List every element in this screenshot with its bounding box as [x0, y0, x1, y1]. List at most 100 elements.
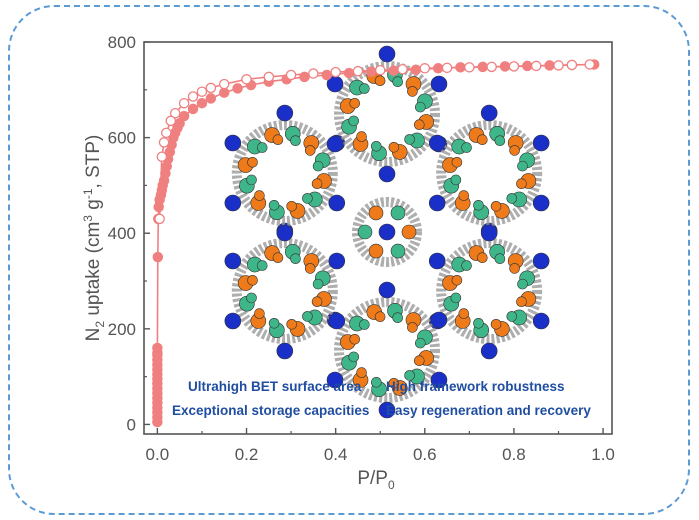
- adsorption-line: [156, 63, 595, 422]
- structure-bead: [430, 75, 448, 93]
- framework-ring: [334, 297, 440, 403]
- structure-bead: [286, 200, 297, 212]
- structure-bead: [311, 296, 323, 307]
- structure-bead: [272, 252, 284, 264]
- structure-bead: [254, 308, 265, 319]
- adsorption-point: [477, 61, 488, 73]
- y-axis-title: N2 uptake (cm3 g-1, STP): [81, 135, 107, 342]
- structure-bead: [461, 260, 472, 271]
- structure-bead: [516, 296, 527, 307]
- structure-bead: [428, 134, 446, 152]
- structure-bead: [247, 275, 258, 286]
- framework-ring: [334, 61, 440, 167]
- adsorption-point: [205, 93, 217, 104]
- structure-bead: [477, 252, 488, 264]
- structure-bead: [428, 194, 446, 212]
- desorption-point: [205, 82, 217, 94]
- desorption-point: [486, 61, 497, 73]
- structure-bead: [532, 252, 550, 270]
- x-tick-label: 0.2: [235, 445, 259, 464]
- adsorption-point: [432, 63, 444, 74]
- structure-bead: [276, 224, 294, 242]
- desorption-point: [156, 151, 168, 162]
- adsorption-point: [499, 61, 511, 72]
- mof-crystal-structure-icon: [224, 45, 550, 419]
- desorption-point: [285, 69, 297, 81]
- y-tick-label: 200: [108, 320, 136, 339]
- x-axis-title: P/P0: [357, 468, 395, 492]
- axis-ticks: [144, 41, 604, 434]
- framework-ring: [231, 120, 338, 226]
- structure-bead: [326, 135, 344, 153]
- adsorption-point: [455, 62, 466, 73]
- structure-bead: [302, 193, 313, 204]
- desorption-point: [530, 60, 542, 72]
- structure-bead: [413, 119, 425, 130]
- structure-bead: [312, 160, 324, 172]
- structure-bead: [276, 342, 294, 360]
- structure-bead: [368, 205, 384, 221]
- adsorption-point: [196, 97, 208, 109]
- structure-bead: [378, 223, 396, 241]
- desorption-point: [165, 115, 176, 127]
- adsorption-point: [321, 69, 332, 81]
- series-lines: [156, 63, 595, 422]
- adsorption-point: [299, 71, 310, 83]
- structure-bead: [348, 115, 360, 127]
- structure-bead: [374, 75, 386, 87]
- structure-bead: [378, 45, 396, 63]
- structure-bead: [374, 311, 386, 323]
- structure-bead: [509, 145, 520, 156]
- structure-bead: [328, 194, 346, 212]
- adsorption-point: [544, 60, 555, 71]
- desorption-point: [218, 78, 230, 90]
- structure-bead: [407, 322, 418, 333]
- adsorption-point: [410, 64, 422, 75]
- adsorption-point: [152, 251, 164, 263]
- desorption-point: [553, 60, 564, 71]
- structure-bead: [388, 377, 400, 389]
- structure-bead: [290, 253, 301, 265]
- structure-bead: [517, 160, 528, 172]
- structure-bead: [404, 134, 415, 145]
- structure-bead: [357, 224, 373, 240]
- framework-ring: [436, 120, 543, 226]
- structure-bead: [430, 371, 448, 389]
- structure-bead: [349, 98, 361, 109]
- structure-bead: [494, 253, 506, 265]
- structure-bead: [224, 252, 242, 270]
- structure-bead: [490, 318, 502, 330]
- desorption-point: [464, 62, 475, 73]
- structure-bead: [368, 243, 384, 259]
- x-tick-label: 1.0: [591, 445, 615, 464]
- x-tick-label: 0.8: [502, 445, 526, 464]
- adsorption-point: [187, 103, 199, 115]
- adsorption-point: [152, 342, 163, 354]
- structure-bead: [256, 142, 268, 153]
- desorption-point: [584, 59, 595, 70]
- structure-bead: [290, 135, 301, 147]
- desorption-point: [187, 91, 199, 102]
- structure-bead: [268, 199, 280, 211]
- desorption-point: [441, 62, 453, 74]
- plot-area: Ultrahigh BET surface area High framewor…: [143, 41, 613, 435]
- rounded-dashed-frame: [8, 5, 690, 515]
- y-tick-label: 400: [108, 224, 136, 243]
- desorption-point: [161, 127, 172, 139]
- structure-bead: [302, 311, 313, 322]
- structure-bead: [349, 334, 361, 345]
- structure-bead: [480, 104, 498, 122]
- structure-bead: [254, 190, 265, 201]
- structure-bead: [246, 174, 257, 186]
- desorption-point: [154, 213, 165, 225]
- desorption-point: [308, 68, 319, 79]
- desorption-point: [169, 107, 181, 119]
- adsorption-point: [232, 83, 243, 94]
- structure-bead: [276, 104, 294, 122]
- adsorption-point: [366, 66, 377, 77]
- structure-bead: [451, 275, 463, 286]
- structure-bead: [450, 292, 462, 304]
- structure-bead: [371, 376, 382, 388]
- structure-bead: [359, 319, 370, 330]
